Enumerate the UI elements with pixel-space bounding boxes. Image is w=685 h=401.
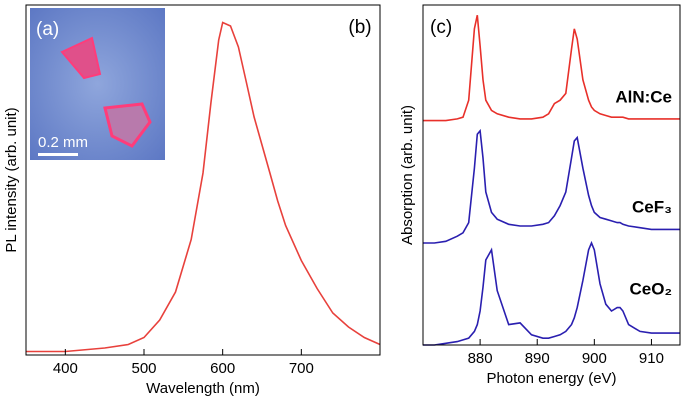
x-tick-label: 400 (53, 360, 78, 377)
series-label: AlN:Ce (615, 87, 672, 106)
annotation: 0.2 mm (38, 134, 88, 151)
series-label: CeO₂ (629, 279, 672, 298)
plot-frame (25, 4, 381, 356)
x-tick-label: 900 (582, 350, 607, 367)
annotation: (a) (36, 19, 59, 40)
data-line (423, 240, 680, 346)
x-tick-label: 500 (131, 360, 156, 377)
annotation: (c) (430, 17, 452, 38)
series-label: CeF₃ (632, 197, 672, 216)
data-line (26, 21, 381, 353)
data-line (423, 15, 680, 122)
inset-photo (30, 8, 165, 160)
y-axis-label: PL intensity (arb. unit) (3, 107, 20, 252)
x-tick-label: 910 (639, 350, 664, 367)
x-axis-label: Photon energy (eV) (486, 370, 616, 387)
plot-frame (422, 4, 681, 346)
x-tick-label: 880 (468, 350, 493, 367)
annotation: (b) (348, 17, 371, 38)
x-tick-label: 890 (525, 350, 550, 367)
y-axis-label: Absorption (arb. unit) (399, 105, 416, 245)
data-line (423, 128, 680, 244)
x-tick-label: 600 (210, 360, 235, 377)
x-tick-label: 700 (289, 360, 314, 377)
x-axis-label: Wavelength (nm) (146, 380, 260, 397)
